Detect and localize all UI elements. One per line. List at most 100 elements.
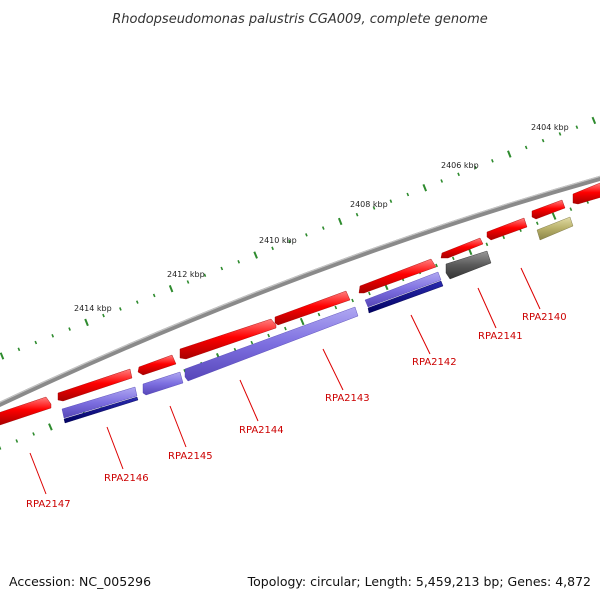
cds-forward-rpa2142[interactable] bbox=[358, 258, 437, 294]
gene-label-rpa2147[interactable]: RPA2147 bbox=[26, 499, 71, 510]
outer-minor-tick bbox=[68, 327, 71, 331]
outer-minor-tick bbox=[372, 206, 376, 210]
cds-reverse-rpa2144[interactable] bbox=[184, 306, 359, 382]
genome-backbone-highlight bbox=[0, 175, 600, 403]
cds-reverse-rpa2145[interactable] bbox=[142, 371, 184, 396]
outer-minor-tick bbox=[575, 125, 579, 129]
outer-minor-tick bbox=[558, 132, 562, 136]
outer-minor-tick bbox=[17, 347, 21, 352]
connector-rpa2141 bbox=[477, 287, 497, 329]
scale-label-2414: 2414 kbp bbox=[74, 304, 112, 313]
inner-minor-tick bbox=[368, 291, 371, 296]
gene-label-rpa2144[interactable]: RPA2144 bbox=[239, 425, 284, 436]
outer-minor-tick bbox=[51, 334, 55, 338]
cds-forward-rpa2141[interactable] bbox=[440, 237, 484, 259]
outer-major-tick bbox=[591, 116, 597, 125]
gene-label-rpa2142[interactable]: RPA2142 bbox=[412, 357, 457, 368]
outer-minor-tick bbox=[271, 246, 274, 251]
cds-forward-rpa2145[interactable] bbox=[137, 354, 177, 376]
outer-minor-tick bbox=[389, 199, 393, 203]
outer-major-tick bbox=[0, 352, 5, 360]
inner-major-tick bbox=[551, 212, 557, 220]
outer-minor-tick bbox=[34, 340, 38, 345]
cds-forward-rpa2140[interactable] bbox=[486, 217, 528, 241]
gene-label-rpa2140[interactable]: RPA2140 bbox=[522, 312, 567, 323]
scale-label-2410: 2410 kbp bbox=[259, 236, 297, 245]
gene-label-rpa2145[interactable]: RPA2145 bbox=[168, 451, 213, 462]
inner-minor-tick bbox=[502, 235, 506, 240]
connector-rpa2140 bbox=[520, 267, 541, 310]
cds-forward-rpa2139[interactable] bbox=[531, 199, 566, 220]
inner-minor-tick bbox=[284, 326, 287, 331]
outer-minor-tick bbox=[288, 239, 291, 244]
outer-major-tick bbox=[507, 150, 512, 158]
inner-minor-tick bbox=[32, 432, 35, 436]
outer-minor-tick bbox=[186, 280, 190, 284]
outer-minor-tick bbox=[541, 138, 545, 143]
outer-minor-tick bbox=[220, 266, 224, 271]
gene-label-rpa2141[interactable]: RPA2141 bbox=[478, 331, 523, 342]
cds-forward-rpa2147[interactable] bbox=[0, 396, 52, 426]
inner-minor-tick bbox=[0, 446, 2, 450]
outer-minor-tick bbox=[102, 313, 105, 318]
inner-minor-tick bbox=[267, 333, 271, 338]
outer-minor-tick bbox=[305, 233, 308, 237]
inner-minor-tick bbox=[451, 256, 455, 261]
outer-minor-tick bbox=[524, 145, 528, 150]
scale-label-2412: 2412 kbp bbox=[167, 270, 205, 279]
outer-minor-tick bbox=[237, 260, 241, 264]
outer-minor-tick bbox=[355, 212, 359, 217]
scale-label-2406: 2406 kbp bbox=[441, 161, 479, 170]
outer-minor-tick bbox=[119, 307, 122, 311]
cds-reverse-rpa2141[interactable] bbox=[445, 250, 492, 280]
outer-minor-tick bbox=[152, 293, 156, 298]
inner-minor-tick bbox=[535, 221, 539, 226]
cds-reverse-rpa2142[interactable] bbox=[364, 271, 442, 308]
connector-rpa2145 bbox=[169, 405, 187, 448]
inner-minor-tick bbox=[250, 340, 254, 345]
inner-minor-tick bbox=[435, 263, 438, 268]
outer-minor-tick bbox=[321, 226, 325, 230]
outer-tick-row bbox=[0, 116, 597, 360]
connector-rpa2146 bbox=[106, 426, 124, 470]
outer-minor-tick bbox=[491, 159, 494, 163]
cds-forward-rpa2143[interactable] bbox=[274, 290, 351, 326]
accession-text: Accession: NC_005296 bbox=[9, 574, 152, 589]
outer-major-tick bbox=[422, 184, 428, 192]
inner-minor-tick bbox=[569, 207, 573, 212]
outer-major-tick bbox=[84, 318, 89, 327]
connector-rpa2142 bbox=[410, 314, 431, 355]
outer-minor-tick bbox=[135, 300, 139, 304]
inner-major-tick bbox=[48, 423, 53, 431]
connector-rpa2147 bbox=[29, 452, 47, 495]
cds-forward-rpa2138[interactable] bbox=[572, 182, 600, 205]
gene-label-rpa2146[interactable]: RPA2146 bbox=[104, 473, 149, 484]
outer-major-tick bbox=[253, 251, 258, 259]
outer-minor-tick bbox=[474, 165, 477, 170]
inner-minor-tick bbox=[334, 305, 338, 310]
cds-reverse-rpa2142-dark[interactable] bbox=[367, 280, 444, 314]
map-title: Rhodopseudomonas palustris CGA009, compl… bbox=[112, 12, 488, 27]
gene-label-rpa2143[interactable]: RPA2143 bbox=[325, 393, 370, 404]
inner-minor-tick bbox=[485, 242, 489, 247]
inner-minor-tick bbox=[317, 312, 321, 317]
inner-minor-tick bbox=[15, 439, 19, 443]
scale-label-2408: 2408 kbp bbox=[350, 200, 388, 209]
inner-major-tick bbox=[299, 317, 305, 326]
outer-major-tick bbox=[337, 217, 343, 226]
genome-backbone bbox=[0, 175, 600, 408]
cds-reverse-rpa2146-dark[interactable] bbox=[63, 396, 139, 424]
gene-connectors bbox=[29, 267, 541, 495]
cds-reverse-rpa2146[interactable] bbox=[61, 386, 138, 419]
outer-major-tick bbox=[168, 285, 174, 293]
cds-forward-rpa2144[interactable] bbox=[179, 318, 277, 360]
scale-label-2404: 2404 kbp bbox=[531, 123, 569, 132]
outer-minor-tick bbox=[457, 172, 460, 177]
cds-forward-rpa2146[interactable] bbox=[57, 368, 133, 402]
genome-summary-text: Topology: circular; Length: 5,459,213 bp… bbox=[247, 574, 591, 589]
outer-minor-tick bbox=[440, 179, 444, 183]
connector-rpa2144 bbox=[239, 379, 259, 422]
connector-rpa2143 bbox=[322, 348, 344, 391]
cds-reverse-rpa2140[interactable] bbox=[536, 216, 574, 241]
